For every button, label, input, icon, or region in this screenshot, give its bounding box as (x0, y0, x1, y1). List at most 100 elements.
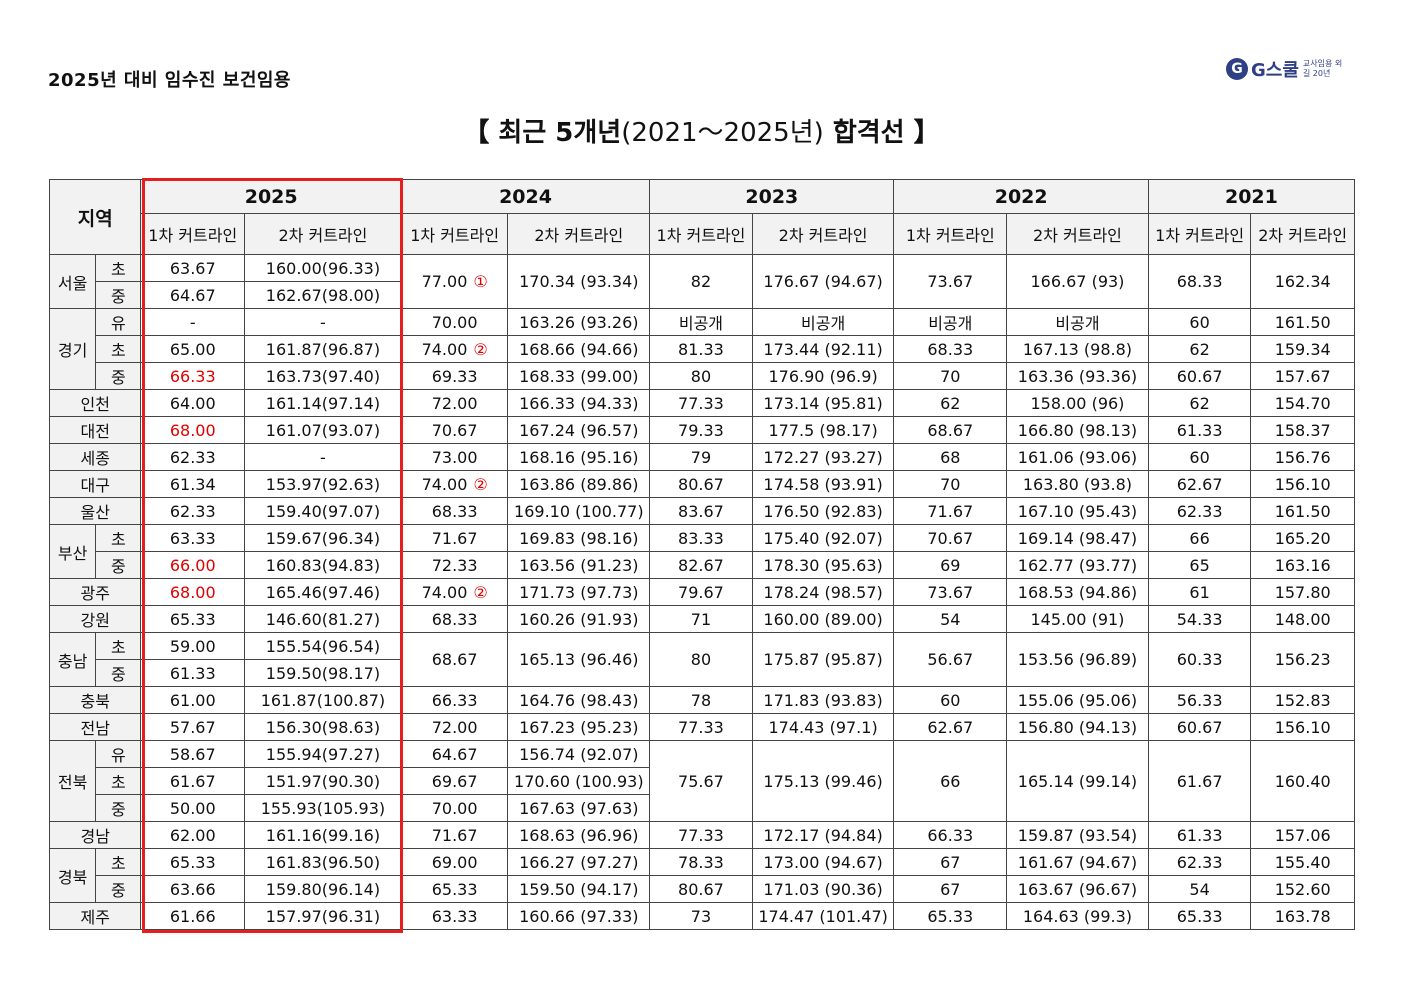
table-cell: 57.67 (140, 713, 246, 741)
table-cell: 62.33 (1147, 497, 1252, 525)
table-row: 중 64.67 162.67(98.00) (50, 281, 1355, 309)
table-cell: 68.33 (1147, 254, 1252, 309)
table-cell: 171.83 (93.83) (751, 686, 895, 714)
first-cutoff-header: 1차 커트라인 (1147, 213, 1252, 255)
table-cell: 68 (893, 443, 1008, 471)
table-cell: 148.00 (1250, 605, 1355, 633)
table-cell: 69.33 (400, 362, 509, 390)
table-cell: 64.67 (400, 740, 509, 768)
year-header-2021: 2021 (1147, 179, 1356, 214)
region-label: 충북 (48, 686, 142, 714)
table-row: 부산 초 63.33 159.67(96.34) 71.67 169.83 (9… (48, 524, 1355, 579)
table-cell: 61.33 (140, 659, 246, 687)
subregion-label: 초 (95, 767, 142, 795)
region-label: 경남 (48, 821, 142, 849)
table-cell: 156.10 (1250, 470, 1355, 498)
second-cutoff-header: 2차 커트라인 (751, 213, 895, 255)
table-row: 중 61.33 159.50(98.17) (50, 659, 1355, 687)
table-cell: 173.14 (95.81) (751, 389, 895, 417)
table-cell: 69 (893, 551, 1008, 579)
table-cell: 62 (1147, 389, 1252, 417)
table-cell: 166.27 (97.27) (507, 848, 651, 876)
table-cell: 163.26 (93.26) (507, 308, 651, 336)
table-row: 초 65.00 161.87(96.87) 74.00 ② 168.66 (94.… (50, 335, 1355, 363)
region-label: 광주 (48, 578, 142, 606)
table-cell: 169.10 (100.77) (507, 497, 651, 525)
table-cell: 62.33 (140, 497, 246, 525)
region-label: 전북 (48, 740, 97, 822)
table-cell: 156.23 (1250, 632, 1355, 687)
logo-mark-icon: G (1226, 58, 1248, 80)
table-cell: 67 (893, 875, 1008, 903)
table-cell: 73 (649, 902, 753, 930)
table-cell: 152.83 (1250, 686, 1355, 714)
subregion-label: 초 (95, 335, 142, 363)
table-cell: 160.00 (89.00) (751, 605, 895, 633)
table-cell: 66 (893, 740, 1008, 822)
table-cell: 174.47 (101.47) (751, 902, 895, 930)
table-cell: 156.80 (94.13) (1006, 713, 1149, 741)
table-cell: 70.00 (400, 308, 509, 336)
table-cell: 65.33 (1147, 902, 1252, 930)
table-row: 인천 64.00 161.14(97.14) 72.00 166.33 (94.… (48, 389, 1355, 417)
table-cell: 155.06 (95.06) (1006, 686, 1149, 714)
table-cell: 63.67 (140, 254, 246, 282)
table-cell: 163.73(97.40) (244, 362, 402, 390)
subregion-label: 중 (95, 875, 142, 903)
region-label: 세종 (48, 443, 142, 471)
table-cell: 66.33 (893, 821, 1008, 849)
table-cell: 63.33 (400, 902, 509, 930)
table-cell: 80 (649, 632, 753, 687)
table-cell: 153.97(92.63) (244, 470, 402, 498)
subregion-label: 중 (95, 659, 142, 687)
subregion-label: 중 (95, 281, 142, 309)
table-cell: 62.67 (893, 713, 1008, 741)
table-cell-highlighted: 66.00 (140, 551, 246, 579)
table-cell: 83.33 (649, 524, 753, 552)
table-cell: 157.67 (1250, 362, 1355, 390)
table-row: 중 66.33 163.73(97.40) 69.33 168.33 (99.0… (50, 362, 1355, 390)
table-cell: 54 (893, 605, 1008, 633)
table-row: 경북 초 65.33 161.83(96.50) 69.00 166.27 (9… (48, 848, 1355, 903)
table-cell: 166.80 (98.13) (1006, 416, 1149, 444)
subregion-label: 초 (95, 254, 142, 282)
table-cell: 60.67 (1147, 713, 1252, 741)
table-cell: 154.70 (1250, 389, 1355, 417)
table-row: 전남 57.67 156.30(98.63) 72.00 167.23 (95.… (48, 713, 1355, 741)
table-cell: 73.67 (893, 254, 1008, 309)
circled-number-2-icon: ② (473, 339, 488, 359)
table-cell: 167.10 (95.43) (1006, 497, 1149, 525)
table-row: 제주 61.66 157.97(96.31) 63.33 160.66 (97.… (48, 902, 1355, 930)
table-cell: 54 (1147, 875, 1252, 903)
table-cell: 159.67(96.34) (244, 524, 402, 552)
table-cell: 177.5 (98.17) (751, 416, 895, 444)
table-cell: 169.83 (98.16) (507, 524, 651, 552)
table-cell: 60.67 (1147, 362, 1252, 390)
table-row: 대전 68.00 161.07(93.07) 70.67 167.24 (96.… (48, 416, 1355, 444)
subregion-label: 유 (95, 740, 142, 768)
table-cell: 61.66 (140, 902, 246, 930)
table-cell: 61.67 (1147, 740, 1252, 822)
table-cell: 65.33 (893, 902, 1008, 930)
table-cell: 68.67 (893, 416, 1008, 444)
table-cell: 50.00 (140, 794, 246, 822)
circled-number-1-icon: ① (473, 272, 488, 291)
table-cell: 61 (1147, 578, 1252, 606)
table-cell: 62.33 (1147, 848, 1252, 876)
table-cell: 66.33 (400, 686, 509, 714)
table-cell: 67 (893, 848, 1008, 876)
table-cell: 155.93(105.93) (244, 794, 402, 822)
table-cell: 156.10 (1250, 713, 1355, 741)
table-cell: 163.16 (1250, 551, 1355, 579)
table-cell: 161.50 (1250, 308, 1355, 336)
year-header-2023: 2023 (649, 179, 895, 214)
table-cell: 비공개 (893, 308, 1008, 336)
table-cell: 65.00 (140, 335, 246, 363)
table-cell: 160.83(94.83) (244, 551, 402, 579)
table-cell: 65 (1147, 551, 1252, 579)
table-cell: 62.67 (1147, 470, 1252, 498)
circled-number-2-icon: ② (473, 582, 488, 602)
table-cell-highlighted: 68.00 (140, 416, 246, 444)
table-cell: 61.33 (1147, 416, 1252, 444)
table-cell: 68.33 (893, 335, 1008, 363)
